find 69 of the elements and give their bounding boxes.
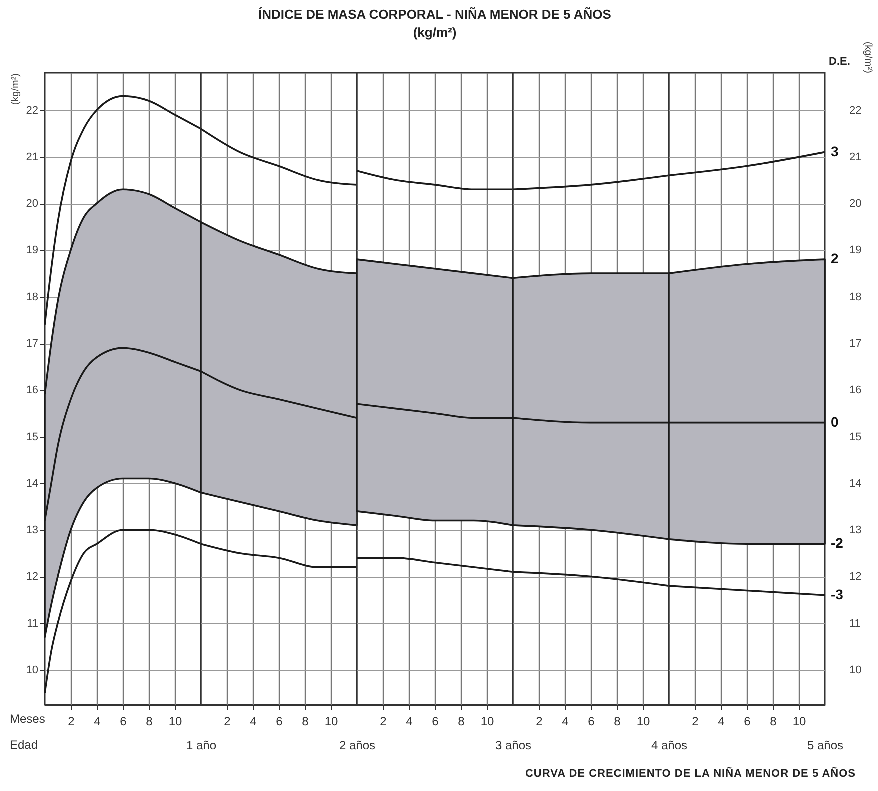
x-tick-label: 6 [588,714,596,728]
x-tick-label: 10 [324,714,338,728]
x-tick-label: 8 [458,714,466,728]
x-tick-label: 10 [792,714,806,728]
series-label: 0 [831,414,839,430]
y-tick-label: 10 [850,664,862,677]
x-tick-label: 8 [146,714,154,728]
chart-subtitle: (kg/m²) [412,24,458,42]
x-tick-label: 6 [276,714,284,728]
x-tick-label: 6 [744,714,752,728]
y-tick-label: 22 [850,104,862,117]
x-tick-label: 4 [406,714,414,728]
y-tick-label: 14 [26,478,38,490]
annotation: -2 [831,535,844,552]
y-tick-label: 16 [26,384,38,397]
y-tick-label: 12 [26,571,38,584]
x-tick-label: 10 [636,714,650,728]
y-tick-label: 18 [850,291,862,304]
x-axis-title: 2 años [339,738,376,752]
x-tick-label: 4 [562,714,570,728]
x-axis-title: 5 años [807,738,844,752]
x-tick-label: 4 [94,714,102,728]
x-tick-label: 10 [480,714,494,728]
x-tick-label: 2 [380,714,388,728]
x-tick-label: 2 [692,714,700,728]
y-tick-label: 15 [850,431,862,444]
x-axis-title: 1 año [186,738,217,752]
x-tick-label: 2 [536,714,544,728]
series-label: -3 [831,586,844,602]
text: Edad [10,738,38,752]
y-tick-label: 14 [850,478,862,490]
y-tick-label: 13 [850,524,862,537]
y-axis-title: (kg/m²) [10,74,22,106]
x-tick-label: 4 [250,714,258,728]
x-tick-label: 8 [614,714,622,728]
y-tick-label: 16 [850,384,862,397]
x-axis-title: 3 años [495,738,532,752]
y-tick-label: 19 [850,244,862,257]
y-tick-label: 11 [850,618,861,630]
annotation: 2 [831,250,839,267]
y-tick-label: 13 [26,524,38,537]
text: CURVA DE CRECIMIENTO DE LA NIÑA MENOR DE 5 AÑOS [525,768,856,780]
y-tick-label: 22 [26,104,38,117]
y-tick-label: 20 [850,198,862,210]
y-axis-title: (kg/m²) [862,42,874,74]
y-tick-label: 12 [850,571,862,584]
series-label: 3 [831,143,839,160]
y-tick-label: 11 [27,618,38,630]
y-tick-label: 21 [850,151,862,164]
y-tick-label: 10 [26,664,38,677]
y-tick-label: 19 [26,244,38,257]
x-tick-label: 10 [168,714,182,728]
legend-title: D.E. [829,56,850,68]
x-tick-label: 8 [302,714,310,728]
x-tick-label: 2 [224,714,232,728]
y-tick-label: 17 [850,338,862,350]
y-tick-label: 15 [26,431,38,444]
x-tick-label: 6 [120,714,128,728]
text: Meses [10,712,46,726]
y-tick-label: 17 [26,338,38,350]
y-tick-label: 20 [26,198,38,210]
x-axis-title: 4 años [651,738,688,752]
y-tick-label: 18 [26,291,38,304]
x-tick-label: 2 [68,714,76,728]
x-tick-label: 6 [432,714,440,728]
y-tick-label: 21 [26,151,38,164]
x-tick-label: 4 [718,714,726,728]
x-tick-label: 8 [770,714,778,728]
chart-title: ÍNDICE DE MASA CORPORAL - NIÑA MENOR DE 5 AÑOS [258,6,612,24]
